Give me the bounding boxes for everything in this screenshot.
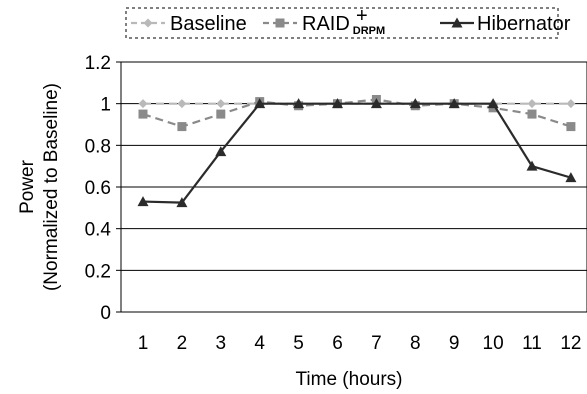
x-tick-label: 3 [216,333,227,354]
legend-marker [451,17,463,28]
x-tick-label: 6 [332,333,343,354]
x-tick-label: 2 [177,333,188,354]
y-axis-label-line2: (Normalized to Baseline) [41,83,62,291]
legend-label: Baseline [170,13,247,35]
x-tick-label: 5 [293,333,304,354]
y-tick-label: 0 [100,303,111,324]
series-line [142,102,572,204]
data-point [332,98,343,109]
x-tick-label: 9 [449,333,460,354]
legend: Baseline RAID +DRPM Hibernator [131,5,571,37]
data-point [216,99,226,109]
x-tick-label: 4 [254,333,265,354]
x-tick-label: 10 [483,333,504,354]
data-point [177,99,187,109]
x-tick-label: 8 [410,333,421,354]
legend-box [125,7,559,39]
data-series [137,95,577,208]
x-tick-label: 1 [138,333,149,354]
legend-label: Hibernator [477,13,571,35]
y-axis-ticks: 0 0.2 0.4 0.6 0.8 1 1.2 [85,53,121,324]
data-point [487,98,499,109]
data-point [409,98,421,109]
y-axis-label-line1: Power [17,159,38,214]
data-point [565,172,577,183]
series-raid [138,95,576,132]
x-tick-label: 11 [522,333,542,354]
data-point [526,160,538,171]
series-hibernator [137,98,577,208]
data-point [527,109,537,119]
x-axis-label: Time (hours) [296,369,403,390]
y-tick-label: 0.4 [85,220,112,241]
data-point [216,109,226,119]
legend-subscript: DRPM [353,25,385,37]
y-tick-label: 0.8 [85,136,111,157]
data-point [176,197,188,208]
legend-marker [143,18,153,28]
data-point [370,98,382,109]
y-tick-label: 0.6 [85,178,111,199]
legend-label: RAID [302,13,350,35]
y-tick-label: 1.2 [85,53,111,74]
data-point [566,122,576,132]
y-tick-label: 0.2 [85,261,111,282]
data-point [448,98,460,109]
data-point [215,146,227,157]
legend-superscript: + [356,5,368,27]
data-point [254,98,266,109]
x-tick-label: 7 [371,333,382,354]
legend-item-baseline: Baseline [131,13,247,35]
data-point [293,98,305,109]
legend-marker [275,18,285,28]
data-point [137,196,149,207]
data-point [138,109,148,119]
x-axis-ticks: 1 2 3 4 5 6 7 8 9 10 11 12 [138,333,582,354]
grid-lines [121,103,587,271]
x-tick-label: 12 [560,333,581,354]
data-point [527,99,537,109]
legend-item-hibernator: Hibernator [440,13,571,35]
data-point [177,122,187,132]
data-point [566,99,576,109]
y-tick-label: 1 [100,95,111,116]
legend-item-raid: RAID +DRPM [263,5,385,37]
data-point [138,99,148,109]
